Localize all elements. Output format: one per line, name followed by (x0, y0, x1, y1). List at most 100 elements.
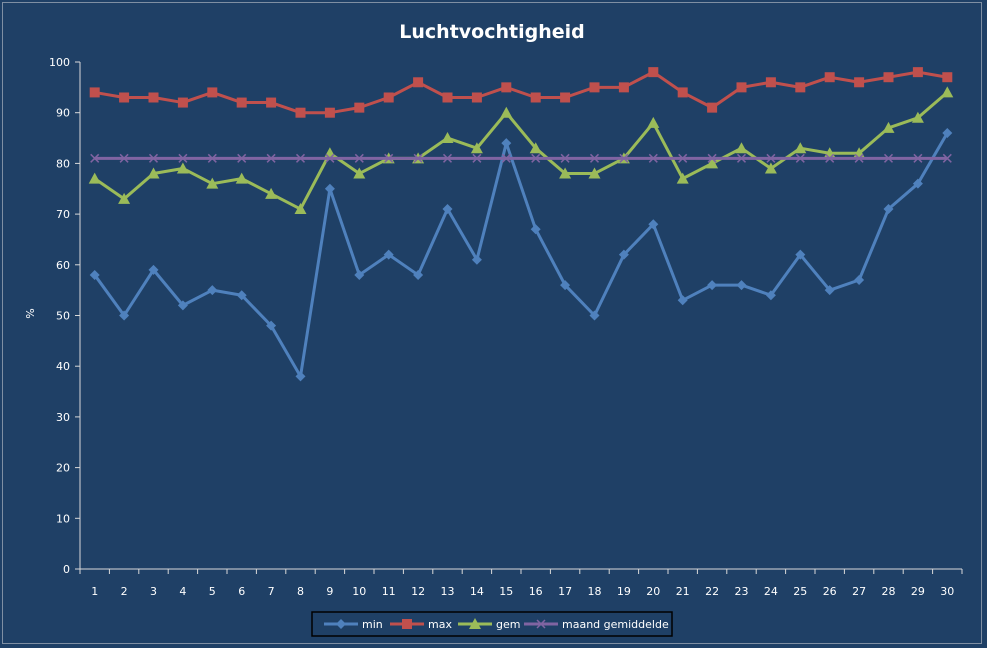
x-tick-label: 1 (91, 585, 98, 598)
data-point (413, 77, 424, 88)
y-tick-label: 10 (56, 512, 70, 525)
data-point (531, 153, 541, 163)
series-max (89, 67, 953, 118)
data-point (266, 97, 277, 108)
data-point (148, 153, 159, 163)
data-point (295, 153, 306, 163)
data-point (295, 371, 306, 382)
legend-box (311, 611, 673, 637)
data-point (265, 187, 278, 199)
data-point (765, 290, 776, 301)
x-tick-label: 13 (441, 585, 455, 598)
data-point (294, 203, 307, 215)
series-line (93, 132, 949, 378)
data-point (794, 142, 807, 154)
data-point (618, 249, 629, 260)
data-point (501, 153, 511, 163)
data-point (236, 97, 247, 108)
x-tick-label: 2 (121, 585, 128, 598)
y-tick-label: 70 (56, 208, 70, 221)
data-point (560, 92, 571, 103)
x-tick-label: 10 (352, 585, 366, 598)
x-tick-label: 26 (823, 585, 837, 598)
data-point (854, 275, 865, 286)
x-tick-label: 27 (852, 585, 866, 598)
data-point (413, 153, 423, 163)
data-point (941, 86, 954, 98)
data-point (882, 121, 895, 133)
data-point (324, 107, 335, 118)
series-maand-gemiddelde (90, 153, 952, 163)
data-point (942, 127, 953, 138)
data-point (177, 97, 188, 108)
legend-label: maand gemiddelde (562, 618, 669, 631)
data-point (529, 142, 542, 154)
data-point (648, 153, 658, 163)
data-point (323, 147, 336, 159)
y-tick-label: 20 (56, 462, 70, 475)
data-point (764, 162, 777, 174)
data-point (678, 153, 688, 163)
x-tick-label: 5 (209, 585, 216, 598)
data-point (501, 138, 512, 149)
data-point (883, 153, 894, 163)
data-point (588, 167, 601, 179)
legend-label: gem (496, 618, 520, 631)
data-point (912, 67, 923, 78)
y-tick-label: 50 (56, 310, 70, 323)
data-point (148, 264, 159, 275)
data-point (824, 285, 835, 296)
data-point (206, 177, 219, 189)
x-tick-label: 19 (617, 585, 631, 598)
legend-marker (402, 619, 412, 629)
data-point (471, 254, 482, 265)
data-point (89, 87, 100, 98)
series-line (93, 91, 949, 211)
data-point (235, 172, 248, 184)
data-point (530, 224, 541, 235)
data-point (89, 269, 100, 280)
data-point (384, 153, 394, 163)
y-tick-label: 90 (56, 107, 70, 120)
x-tick-label: 18 (588, 585, 602, 598)
data-point (383, 92, 394, 103)
data-point (942, 153, 952, 163)
legend-marker (536, 619, 546, 629)
data-point (795, 153, 805, 163)
x-tick-label: 12 (411, 585, 425, 598)
series-layer (88, 67, 954, 382)
data-point (735, 142, 748, 154)
data-point (707, 280, 718, 291)
data-point (295, 107, 306, 118)
x-tick-label: 30 (940, 585, 954, 598)
data-point (118, 192, 131, 204)
y-tick-label: 40 (56, 360, 70, 373)
data-point (648, 219, 659, 230)
x-tick-label: 16 (529, 585, 543, 598)
data-point (560, 153, 570, 163)
data-point (766, 153, 776, 163)
series-gem (88, 86, 954, 215)
data-point (325, 153, 335, 163)
data-point (854, 153, 864, 163)
x-tick-label: 14 (470, 585, 484, 598)
data-point (501, 82, 512, 93)
data-point (353, 167, 366, 179)
x-tick-label: 24 (764, 585, 778, 598)
data-point (589, 310, 600, 321)
data-point (911, 111, 924, 123)
data-point (736, 153, 747, 163)
data-point (90, 153, 100, 163)
data-point (913, 153, 923, 163)
data-point (236, 290, 247, 301)
data-point (560, 280, 571, 291)
data-point (589, 153, 600, 163)
data-point (383, 249, 394, 260)
x-tick-label: 6 (238, 585, 245, 598)
x-tick-label: 17 (558, 585, 572, 598)
data-point (647, 116, 660, 128)
data-point (824, 72, 835, 83)
data-point (354, 269, 365, 280)
